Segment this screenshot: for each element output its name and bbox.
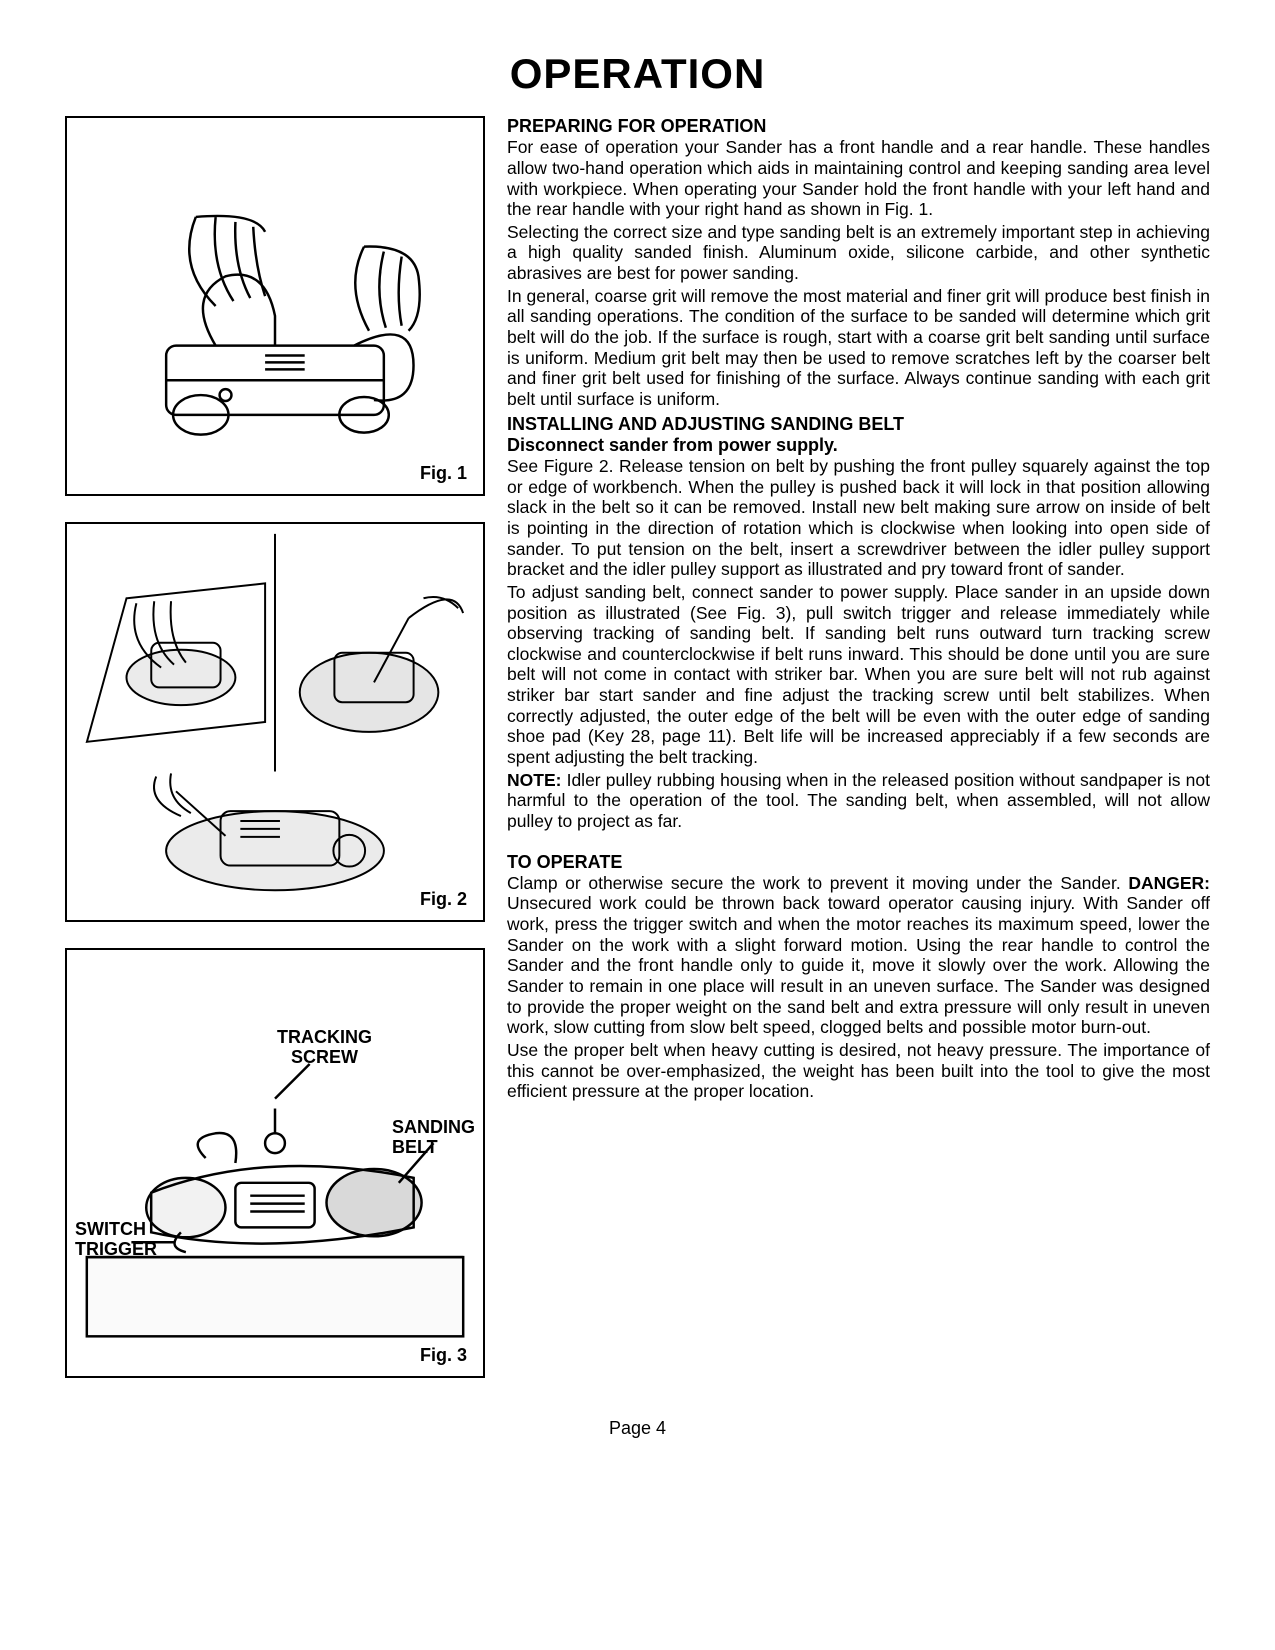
content-columns: Fig. 1 [65, 116, 1210, 1404]
figure-3-caption: Fig. 3 [420, 1345, 467, 1366]
figure-1: Fig. 1 [65, 116, 485, 496]
figure-1-illustration [67, 118, 483, 494]
figure-1-caption: Fig. 1 [420, 463, 467, 484]
install-p1: See Figure 2. Release tension on belt by… [507, 456, 1210, 580]
page-title: OPERATION [65, 50, 1210, 98]
page-number: Page 4 [65, 1418, 1210, 1439]
figure-3-illustration [67, 950, 483, 1376]
danger-label: DANGER: [1128, 873, 1210, 893]
heading-disconnect: Disconnect sander from power supply. [507, 435, 1210, 456]
prep-p3: In general, coarse grit will remove the … [507, 286, 1210, 410]
operate-p1b: Unsecured work could be thrown back towa… [507, 893, 1210, 1037]
prep-p2: Selecting the correct size and type sand… [507, 222, 1210, 284]
install-p2: To adjust sanding belt, connect sander t… [507, 582, 1210, 768]
text-column: PREPARING FOR OPERATION For ease of oper… [507, 116, 1210, 1404]
figure-2-caption: Fig. 2 [420, 889, 467, 910]
heading-preparing: PREPARING FOR OPERATION [507, 116, 1210, 137]
figure-2: Fig. 2 [65, 522, 485, 922]
note-label: NOTE: [507, 770, 561, 790]
label-switch-trigger: SWITCH TRIGGER [75, 1220, 157, 1260]
label-sanding-belt: SANDING BELT [392, 1118, 475, 1158]
operate-p2: Use the proper belt when heavy cutting i… [507, 1040, 1210, 1102]
heading-operate: TO OPERATE [507, 852, 1210, 873]
operate-p1: Clamp or otherwise secure the work to pr… [507, 873, 1210, 1038]
note-text: Idler pulley rubbing housing when in the… [507, 770, 1210, 831]
operate-p1a: Clamp or otherwise secure the work to pr… [507, 873, 1128, 893]
figures-column: Fig. 1 [65, 116, 485, 1404]
heading-installing: INSTALLING AND ADJUSTING SANDING BELT [507, 414, 1210, 435]
install-note: NOTE: Idler pulley rubbing housing when … [507, 770, 1210, 832]
figure-2-illustration [67, 524, 483, 920]
prep-p1: For ease of operation your Sander has a … [507, 137, 1210, 220]
figure-3: TRACKING SCREW SANDING BELT SWITCH TRIGG… [65, 948, 485, 1378]
label-tracking-screw: TRACKING SCREW [277, 1028, 372, 1068]
